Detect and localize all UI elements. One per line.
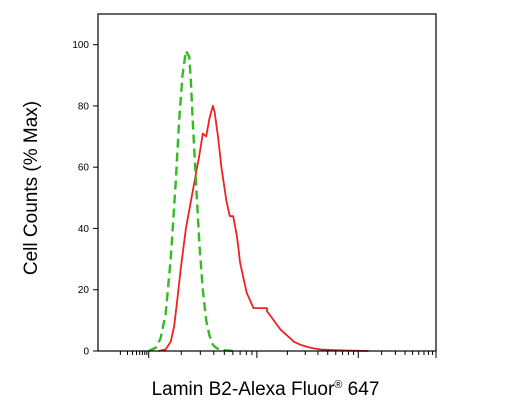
y-tick-label-60: 60 (78, 163, 90, 174)
y-ticks (93, 44, 98, 352)
y-tick-labels: 0 20 40 60 80 100 (72, 40, 89, 357)
control-histogram-line (148, 49, 234, 353)
x-axis-label: Lamin B2-Alexa Fluor® 647 (96, 379, 435, 401)
y-tick-label-100: 100 (72, 40, 89, 51)
plot-frame (97, 13, 437, 352)
x-axis-label-tail: 647 (342, 379, 380, 400)
x-ticks (119, 351, 437, 358)
y-axis-label: Cell Counts (% Max) (21, 100, 42, 276)
sample-histogram-line (158, 105, 369, 352)
y-tick-label-20: 20 (78, 285, 90, 296)
x-axis-label-main: Lamin B2-Alexa Fluor (151, 379, 335, 400)
series-layer (148, 49, 369, 353)
y-tick-label-40: 40 (78, 224, 90, 235)
registered-mark: ® (334, 379, 343, 391)
axes-frame (97, 13, 437, 352)
y-tick-label-80: 80 (78, 101, 90, 112)
y-tick-label-0: 0 (83, 347, 89, 358)
